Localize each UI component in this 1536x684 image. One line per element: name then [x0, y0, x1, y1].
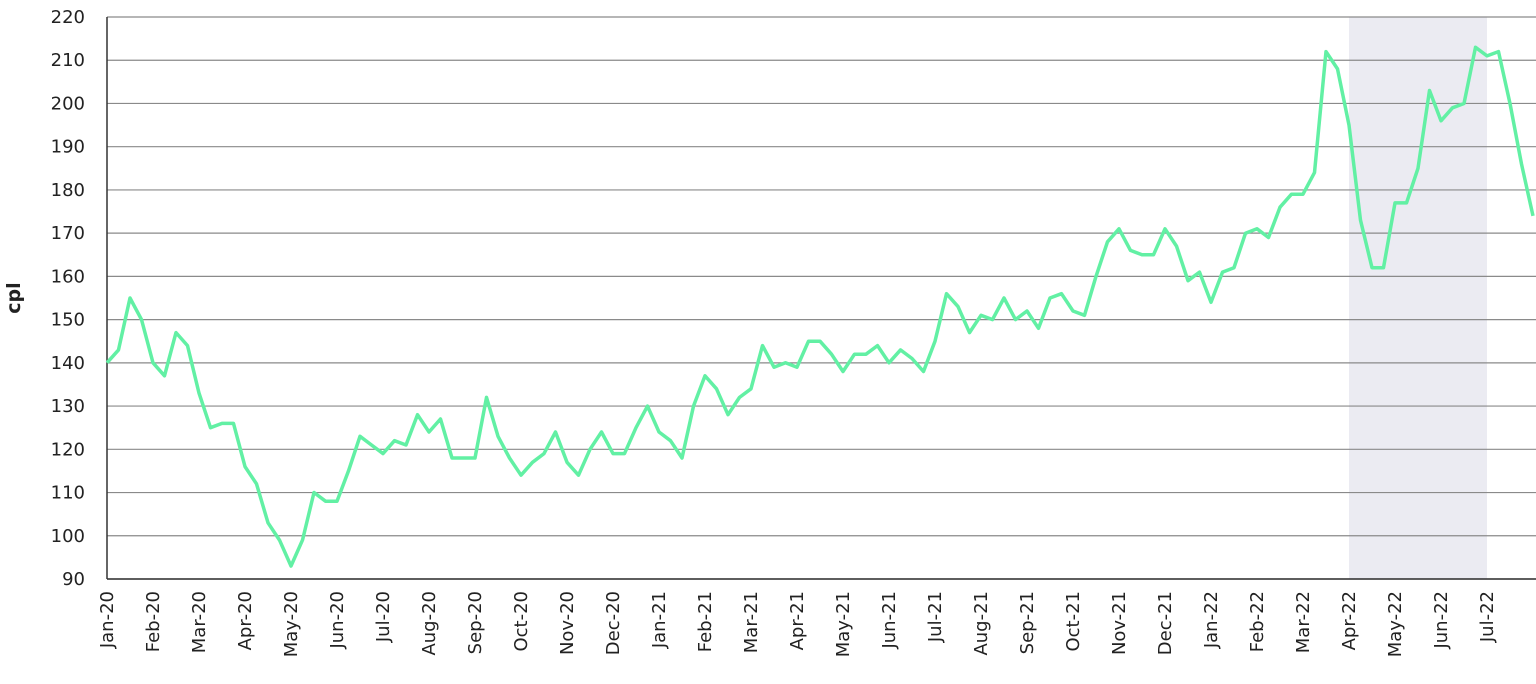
x-tick-label: Jul-22: [1477, 591, 1498, 643]
x-tick-label: Oct-20: [511, 591, 532, 652]
y-tick-label: 120: [51, 439, 85, 460]
x-tick-label: Apr-20: [235, 591, 256, 650]
y-tick-label: 210: [51, 50, 85, 71]
x-tick-label: May-20: [281, 591, 302, 657]
x-tick-label: Dec-21: [1155, 591, 1176, 655]
x-tick-label: Sep-20: [465, 591, 486, 654]
x-tick-label: Aug-20: [419, 591, 440, 656]
x-tick-label: Jan-20: [97, 591, 118, 649]
x-tick-label: Nov-20: [557, 591, 578, 655]
x-tick-label: May-21: [833, 591, 854, 657]
x-tick-label: Sep-21: [1017, 591, 1038, 654]
y-tick-label: 160: [51, 266, 85, 287]
highlight-band: [1349, 17, 1487, 579]
x-tick-label: May-22: [1385, 591, 1406, 657]
x-tick-label: Mar-20: [189, 591, 210, 653]
x-tick-label: Feb-21: [695, 591, 716, 652]
x-tick-label: Aug-21: [971, 591, 992, 656]
x-tick-label: Jun-20: [327, 591, 348, 650]
data-line: [105, 45, 1535, 568]
y-tick-label: 200: [51, 93, 85, 114]
y-tick-label: 90: [62, 569, 85, 590]
y-tick-label: 150: [51, 310, 85, 331]
x-tick-label: Nov-21: [1109, 591, 1130, 655]
x-tick-label: Feb-22: [1247, 591, 1268, 652]
x-tick-label: Oct-21: [1063, 591, 1084, 652]
x-tick-label: Feb-20: [143, 591, 164, 652]
x-tick-label: Jul-21: [925, 591, 946, 643]
y-axis-label: cpl: [3, 282, 25, 313]
x-tick-label: Mar-21: [741, 591, 762, 653]
x-tick-label: Apr-22: [1339, 591, 1360, 650]
x-tick-label: Jun-21: [879, 591, 900, 650]
x-tick-label: Jun-22: [1431, 591, 1452, 650]
y-tick-label: 140: [51, 353, 85, 374]
y-tick-label: 220: [51, 7, 85, 28]
x-tick-label: Jul-20: [373, 591, 394, 643]
y-tick-label: 130: [51, 396, 85, 417]
y-tick-label: 190: [51, 137, 85, 158]
y-tick-label: 170: [51, 223, 85, 244]
x-tick-label: Jan-21: [649, 591, 670, 649]
x-tick-label: Dec-20: [603, 591, 624, 655]
y-tick-label: 180: [51, 180, 85, 201]
x-tick-label: Jan-22: [1201, 591, 1222, 649]
x-tick-label: Mar-22: [1293, 591, 1314, 653]
x-tick-label: Apr-21: [787, 591, 808, 650]
y-tick-label: 110: [51, 483, 85, 504]
y-tick-label: 100: [51, 526, 85, 547]
